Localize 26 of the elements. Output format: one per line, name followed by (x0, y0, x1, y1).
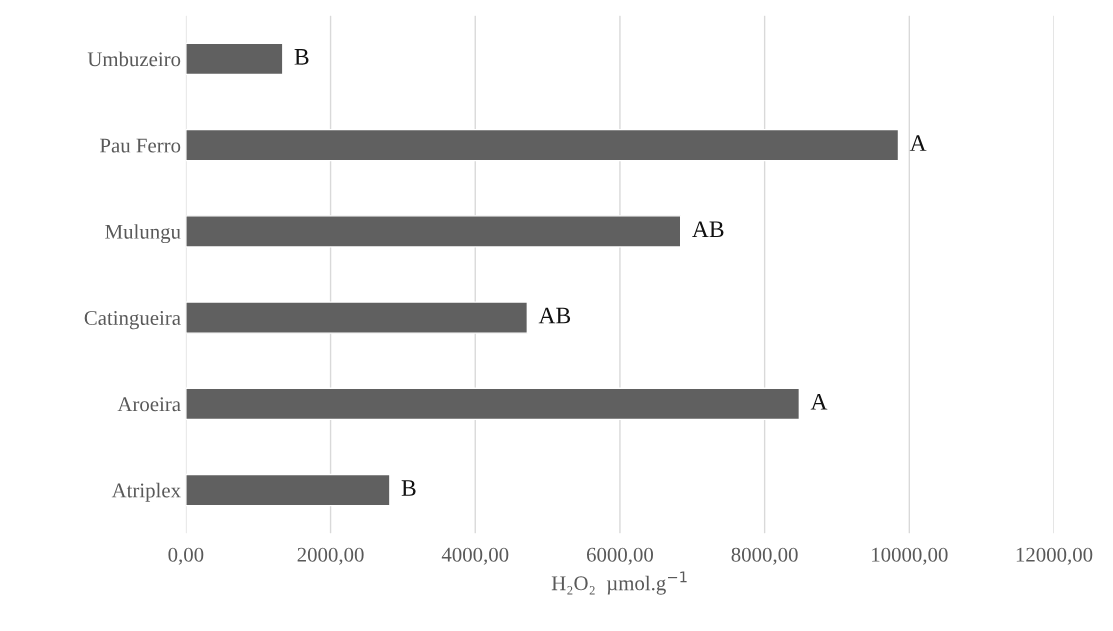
data-label: AB (538, 307, 571, 324)
x-tick-label: 6000,00 (586, 547, 653, 565)
bar (185, 473, 391, 507)
x-axis-title: H₂O₂ µmol.g$^{−1}$ (551, 571, 687, 595)
bar (185, 301, 529, 334)
y-tick-label: Catingueira (84, 311, 181, 330)
x-tick-label: 10000,00 (872, 547, 948, 565)
bar (185, 128, 900, 162)
data-label: B (401, 480, 416, 496)
x-tick-label: 4000,00 (441, 547, 509, 565)
x-tick-label: 12000,00 (1016, 547, 1093, 565)
y-tick-label: Atriplex (111, 482, 181, 502)
y-tick-label: Mulungu (105, 224, 181, 244)
x-tick-label: 2000,00 (297, 547, 364, 565)
data-label: AB (692, 221, 724, 238)
bar (185, 42, 284, 76)
data-label: A (810, 393, 828, 410)
bar (185, 387, 801, 421)
y-tick-label: Aroeira (117, 397, 181, 412)
data-label: B (294, 49, 309, 65)
x-tick-label: 8000,00 (731, 547, 798, 565)
data-label: A (909, 135, 927, 151)
x-tick-label: 0,00 (168, 547, 204, 565)
y-tick-label: Pau Ferro (100, 138, 181, 153)
bar (185, 215, 682, 248)
y-tick-label: Umbuzeiro (87, 51, 181, 67)
